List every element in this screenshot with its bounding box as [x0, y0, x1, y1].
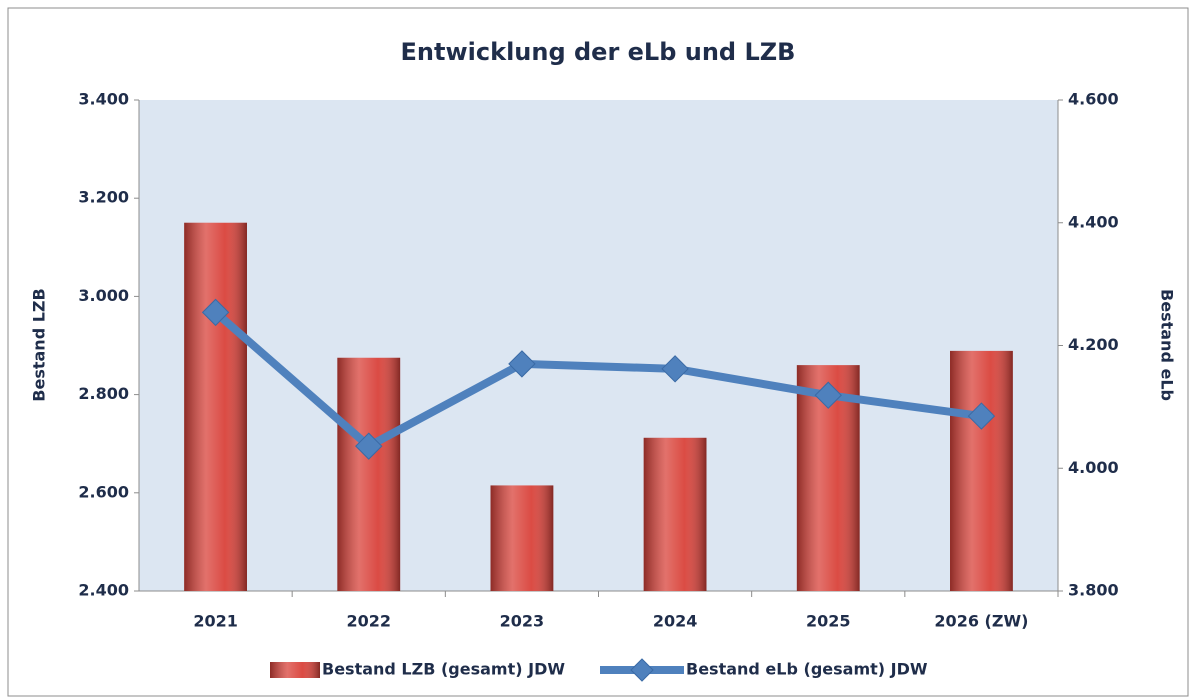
y2-tick-label: 4.200	[1068, 335, 1119, 354]
x-tick-label: 2021	[193, 612, 238, 631]
x-tick-label: 2025	[806, 612, 851, 631]
y-tick-label: 2.400	[78, 581, 129, 600]
bar-shine	[950, 350, 1013, 591]
bar-shine	[184, 222, 247, 591]
line-marker	[201, 298, 230, 327]
line	[212, 309, 982, 451]
y2-axis-title: Bestand eLb	[1158, 289, 1177, 401]
y2-tick-label: 3.800	[1068, 581, 1119, 600]
legend-label: Bestand eLb (gesamt) JDW	[686, 660, 928, 679]
y2-tick-label: 4.600	[1068, 90, 1119, 109]
y-tick-label: 3.200	[78, 188, 129, 207]
plot-area	[139, 100, 1058, 591]
y2-tick-label: 4.400	[1068, 212, 1119, 231]
legend-marker	[630, 658, 654, 682]
chart-title: Entwicklung der eLb und LZB	[401, 38, 796, 66]
x-tick-label: 2024	[653, 612, 698, 631]
y-tick-label: 2.600	[78, 482, 129, 501]
y2-tick-label: 4.000	[1068, 458, 1119, 477]
bar-shine	[337, 357, 401, 591]
legend-label: Bestand LZB (gesamt) JDW	[322, 660, 565, 679]
line-marker	[355, 432, 383, 460]
x-tick-label: 2026 (ZW)	[934, 612, 1028, 631]
y-tick-label: 3.400	[78, 90, 129, 109]
y-tick-label: 3.000	[78, 286, 129, 305]
line-marker	[814, 381, 842, 409]
legend-swatch-shine	[270, 662, 320, 678]
line-marker	[508, 350, 536, 378]
line-marker	[661, 355, 689, 383]
y-tick-label: 2.800	[78, 384, 129, 403]
x-tick-label: 2023	[500, 612, 545, 631]
line-marker	[967, 402, 996, 430]
bar-shine	[643, 437, 707, 591]
x-tick-label: 2022	[346, 612, 391, 631]
y-axis-title: Bestand LZB	[30, 288, 49, 401]
bar-shine	[490, 485, 554, 591]
